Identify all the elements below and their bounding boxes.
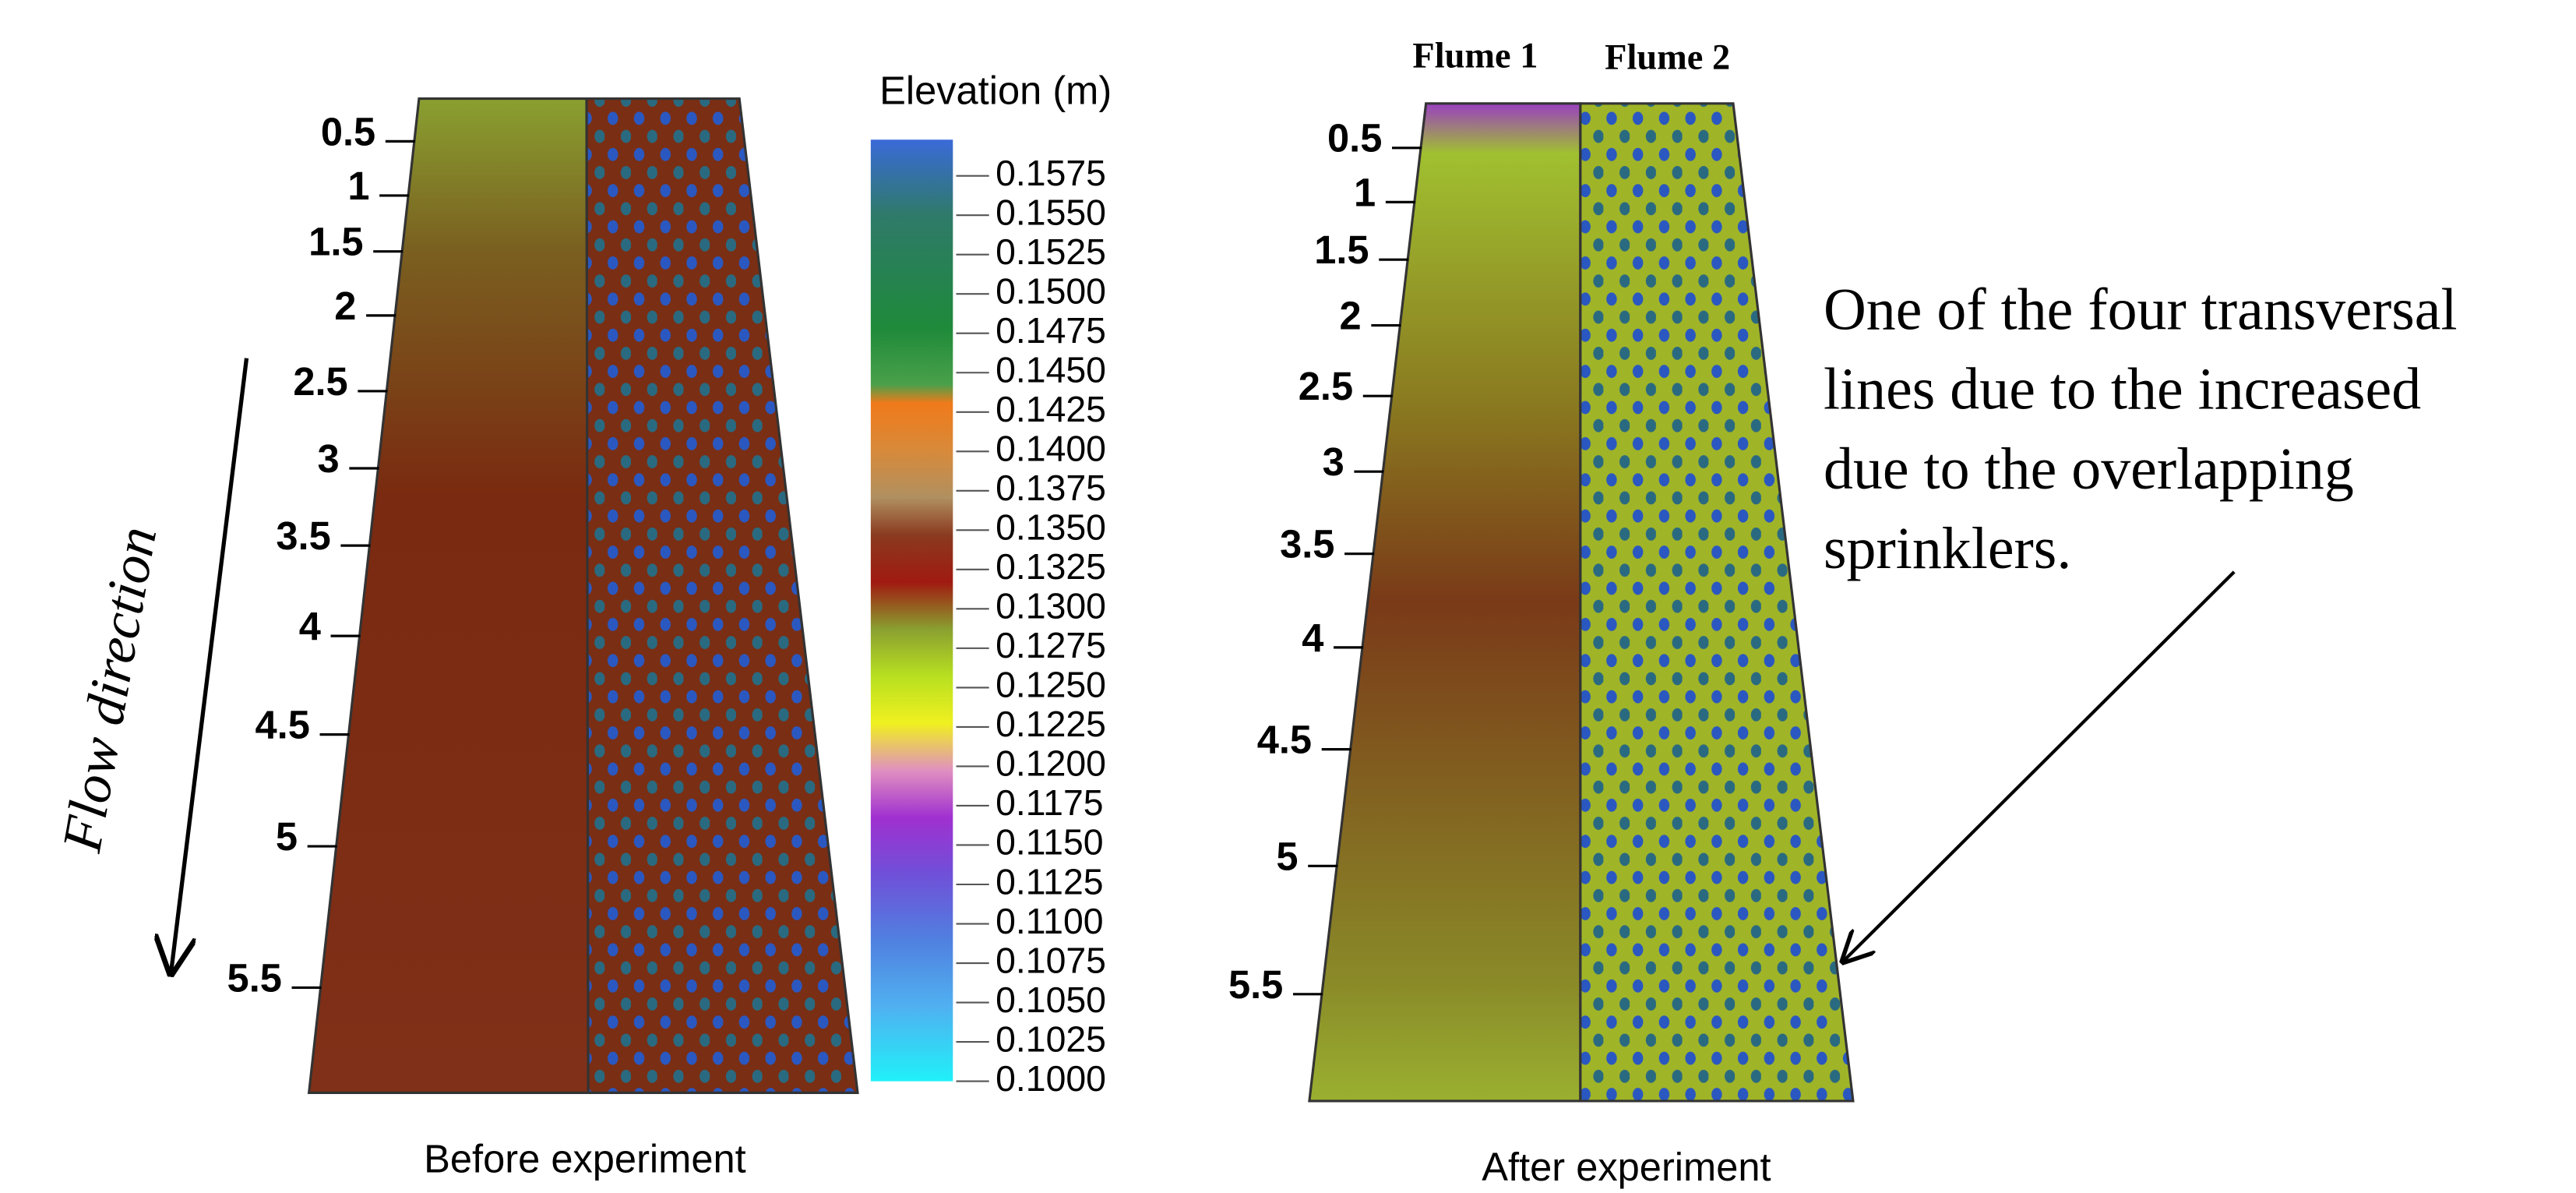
colorbar-label: 0.1350 — [996, 507, 1106, 548]
colorbar-label: 0.1025 — [996, 1018, 1106, 1059]
axis-label: 2.5 — [1299, 364, 1353, 408]
colorbar-label: 0.1575 — [996, 153, 1106, 193]
caption: After experiment — [1482, 1145, 1771, 1189]
page: {"left_panel":{"ticks":["0.5","1","1.5",… — [0, 0, 2576, 1193]
colorbar-label: 0.1250 — [996, 665, 1106, 705]
flume-label: Flume 2 — [1605, 38, 1730, 78]
axis-label: 4 — [1302, 616, 1323, 660]
axis-label: 2 — [1340, 293, 1362, 337]
colorbar-label: 0.1050 — [996, 979, 1106, 1020]
axis-label: 2 — [334, 284, 356, 328]
axis-label: 5.5 — [1228, 962, 1283, 1007]
colorbar-label: 0.1175 — [996, 782, 1103, 823]
colorbar-title: Elevation (m) — [879, 69, 1112, 113]
axis-label: 0.5 — [321, 109, 375, 154]
colorbar-label: 0.1475 — [996, 310, 1106, 351]
colorbar-label: 0.1425 — [996, 389, 1106, 429]
axis-label: 1 — [1354, 170, 1376, 214]
axis-label: 4 — [299, 604, 321, 648]
figure: Elevation (m) Flume 1 Flume 2 Before exp… — [0, 0, 2576, 1193]
annotation: lines due to the increased — [1824, 357, 2421, 422]
annotation-arrow — [1843, 572, 2234, 962]
axis-label: 1.5 — [308, 220, 363, 264]
flow-label: Flow direction — [50, 522, 168, 857]
annotation: One of the four transversal — [1824, 277, 2458, 342]
axis-label: 5 — [276, 814, 298, 859]
colorbar-label: 0.1500 — [996, 270, 1106, 311]
axis-label: 1.5 — [1314, 228, 1369, 272]
axis-label: 5 — [1276, 834, 1298, 878]
colorbar-label: 0.1525 — [996, 231, 1106, 272]
colorbar-label: 0.1150 — [996, 822, 1103, 863]
flow-arrow — [171, 358, 247, 973]
flume-2-after — [1580, 104, 1853, 1101]
flume-label: Flume 1 — [1412, 37, 1538, 76]
axis-label: 0.5 — [1327, 116, 1382, 161]
colorbar-label: 0.1000 — [996, 1058, 1106, 1099]
colorbar-label: 0.1075 — [996, 940, 1106, 980]
axis-label: 3.5 — [276, 514, 330, 558]
annotation: sprinklers. — [1824, 516, 2071, 581]
colorbar-label: 0.1450 — [996, 349, 1106, 390]
flume-2-before — [587, 99, 858, 1093]
colorbar-label: 0.1125 — [996, 861, 1103, 902]
axis-label: 3.5 — [1280, 522, 1334, 566]
colorbar-label: 0.1300 — [996, 586, 1106, 627]
colorbar — [871, 139, 953, 1081]
colorbar-label: 0.1400 — [996, 429, 1106, 469]
axis-label: 5.5 — [227, 955, 282, 1000]
axis-label: 4.5 — [255, 703, 310, 747]
caption: Before experiment — [424, 1136, 746, 1181]
colorbar-label: 0.1275 — [996, 625, 1106, 665]
axis-label: 1 — [347, 164, 369, 208]
colorbar-label: 0.1225 — [996, 704, 1106, 744]
axis-label: 3 — [1323, 439, 1344, 484]
axis-label: 4.5 — [1257, 718, 1312, 762]
axis-label: 2.5 — [293, 359, 347, 404]
colorbar-label: 0.1200 — [996, 743, 1106, 784]
colorbar-label: 0.1325 — [996, 546, 1106, 587]
annotation: due to the overlapping — [1824, 436, 2354, 502]
colorbar-label: 0.1100 — [996, 901, 1103, 941]
colorbar-label: 0.1375 — [996, 468, 1106, 508]
colorbar-label: 0.1550 — [996, 192, 1106, 232]
axis-label: 3 — [318, 436, 340, 481]
